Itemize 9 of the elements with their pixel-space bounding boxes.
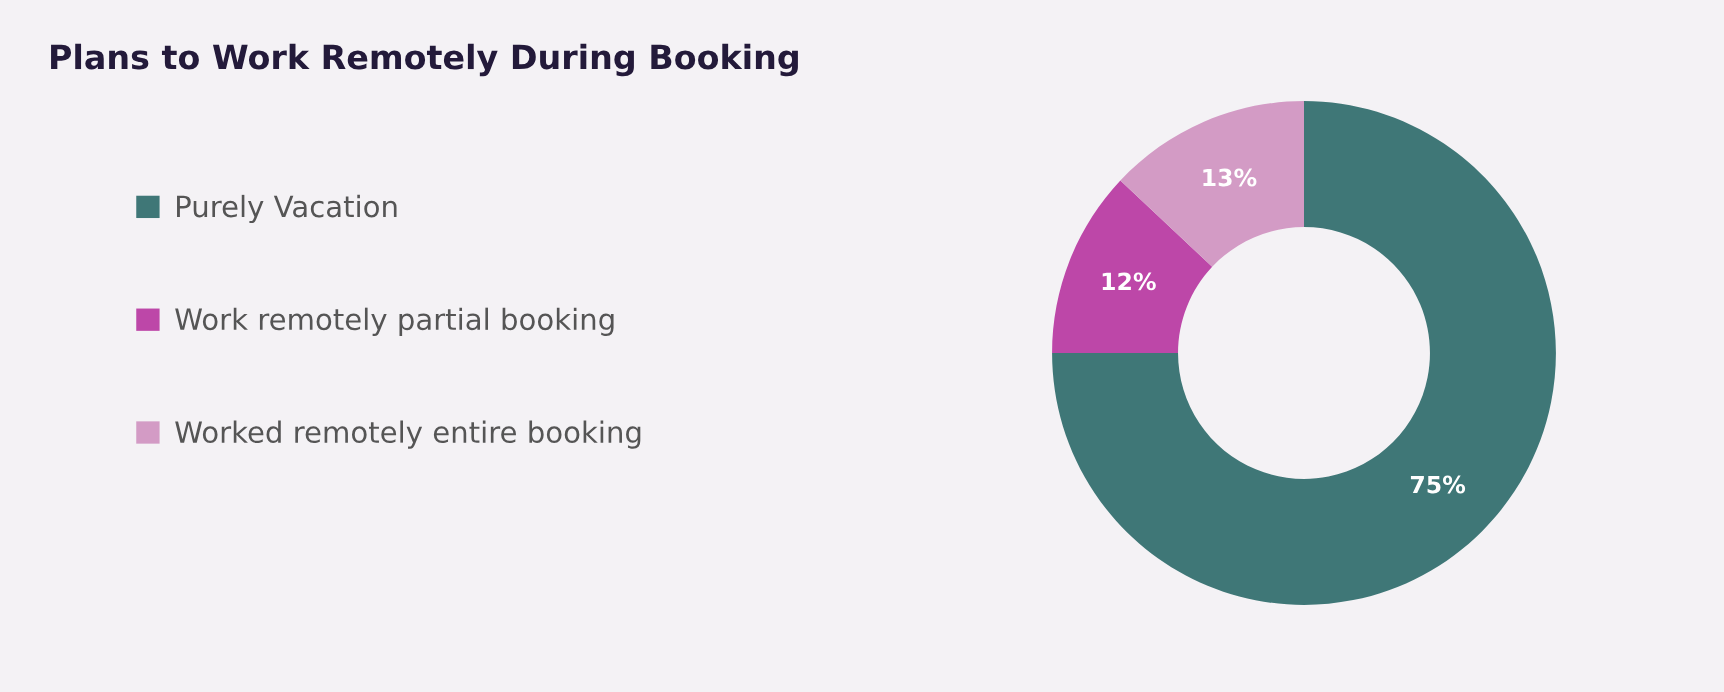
legend-label: Worked remotely entire booking [175,420,641,449]
legend-label: Work remotely partial booking [175,307,614,336]
donut-slice [1052,101,1556,605]
data-label: 75% [1410,475,1466,494]
data-label: 12% [1102,272,1156,291]
legend-label: Purely Vacation [177,194,397,224]
chart-title: Plans to Work Remotely During Booking [51,43,798,77]
donut-slice [1120,101,1304,267]
data-label: 13% [1203,168,1257,187]
